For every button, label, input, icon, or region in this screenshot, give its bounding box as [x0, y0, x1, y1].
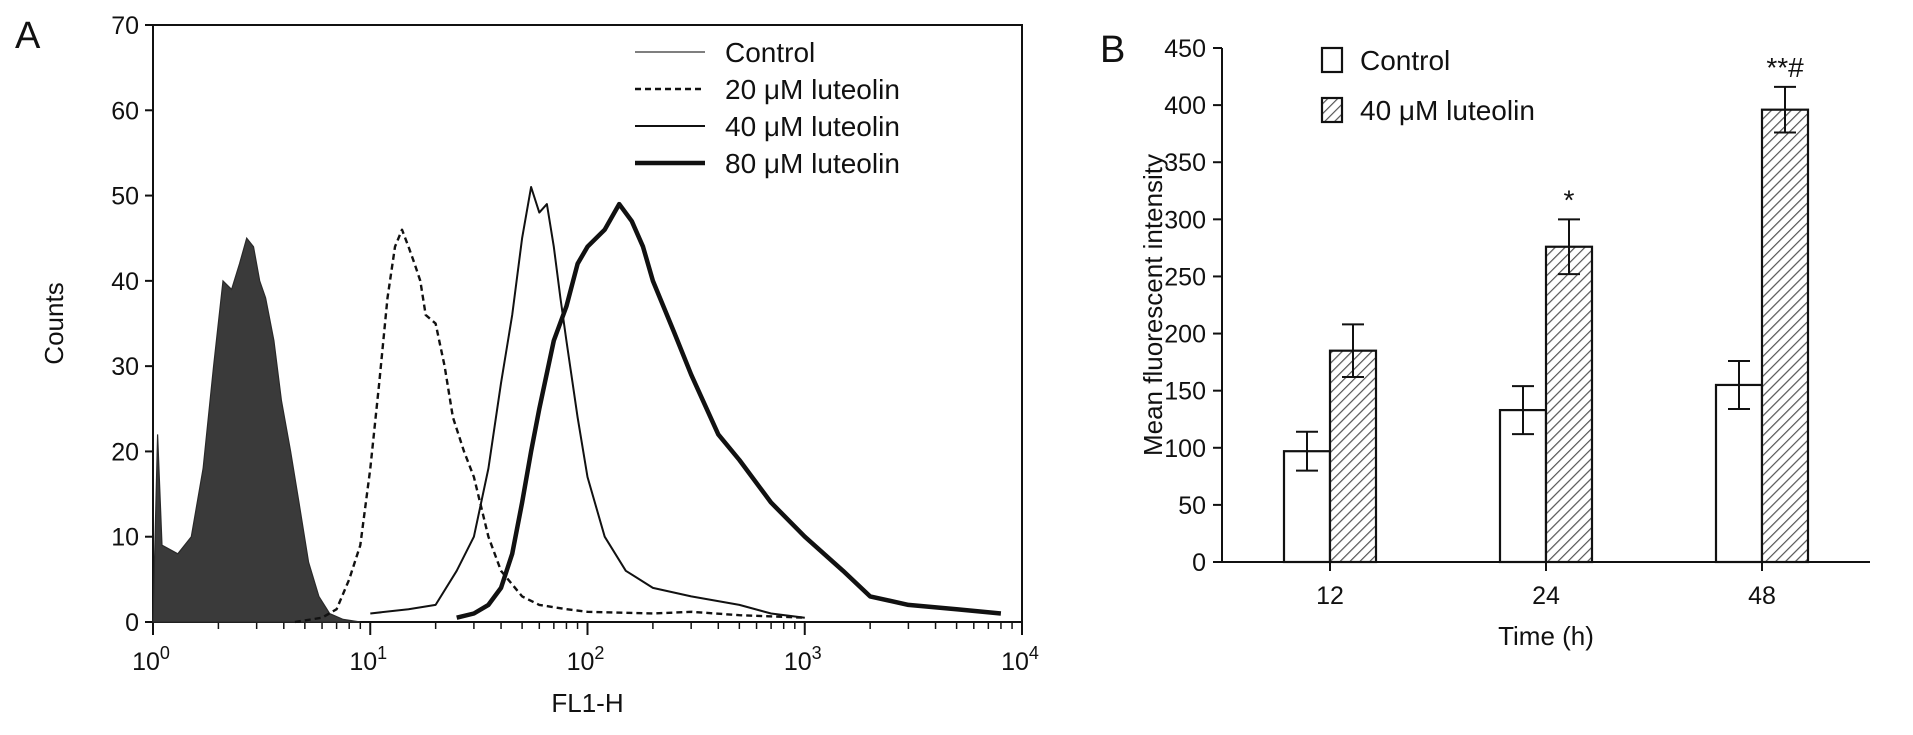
panel-a-legend-label: 80 μM luteolin	[725, 148, 900, 179]
panel-a-y-tick-label: 0	[125, 609, 139, 637]
panel-b-bar	[1760, 108, 1810, 564]
panel-b-x-tick-label: 24	[1532, 582, 1560, 610]
panel-b-y-tick-label: 400	[1164, 92, 1206, 120]
panel-b-legend-swatch	[1320, 96, 1344, 124]
panel-a-legend-label: 40 μM luteolin	[725, 111, 900, 142]
panel-a-y-tick-label: 60	[111, 97, 139, 125]
panel-a-series-area-control	[152, 236, 361, 623]
panel-a-y-axis-title: Counts	[39, 282, 69, 364]
panel-b-x-tick-label: 12	[1316, 582, 1344, 610]
panel-b-letter: B	[1100, 29, 1125, 71]
panel-b-legend-label: Control	[1360, 45, 1450, 76]
panel-a-y-tick-label: 10	[111, 524, 139, 552]
panel-b-y-tick-label: 300	[1164, 206, 1206, 234]
panel-b-significance-mark: *	[1564, 184, 1575, 215]
panel-a-x-tick-label: 104	[1001, 643, 1039, 676]
panel-a-x-tick-label: 100	[132, 643, 170, 676]
panel-b-legend-label: 40 μM luteolin	[1360, 95, 1535, 126]
panel-a-series-line-1	[294, 228, 805, 624]
panel-a-x-tick-label: 102	[567, 643, 605, 676]
panel-a-y-tick-label: 50	[111, 183, 139, 211]
panel-a-x-tick-label: 101	[349, 643, 387, 676]
panel-a-x-axis-title: FL1-H	[551, 688, 623, 718]
panel-b-y-tick-label: 0	[1192, 549, 1206, 577]
panel-b-x-tick-label: 48	[1748, 582, 1776, 610]
panel-b-y-tick-label: 350	[1164, 149, 1206, 177]
panel-b-legend-swatch	[1320, 46, 1344, 74]
panel-a-series-line-2	[370, 186, 805, 619]
panel-b-y-axis-title: Mean fluorescent intensity	[1138, 154, 1168, 456]
panel-b-y-tick-label: 50	[1178, 492, 1206, 520]
panel-b-bar	[1714, 383, 1764, 564]
panel-b-y-tick-label: 200	[1164, 321, 1206, 349]
panel-a-letter: A	[15, 15, 41, 57]
panel-b-y-tick-label: 250	[1164, 263, 1206, 291]
panel-b-bar	[1544, 245, 1594, 564]
panel-a-y-tick-label: 70	[111, 12, 139, 40]
panel-a-y-tick-label: 30	[111, 353, 139, 381]
panel-b-y-tick-label: 100	[1164, 435, 1206, 463]
panel-a-x-tick-label: 103	[784, 643, 822, 676]
panel-b-bar-chart: 0 50 100 150 200 250 300 350 400 450 12 24 48 * **# Tim…	[1138, 35, 1870, 651]
panel-a-histogram: 0 10 20 30 40 50 60 70 100 101 102 103 104 FL1-H Count…	[39, 12, 1039, 718]
panel-a-legend-label: 20 μM luteolin	[725, 74, 900, 105]
panel-a-legend-label: Control	[725, 37, 815, 68]
panel-a-y-tick-label: 40	[111, 268, 139, 296]
panel-a-y-tick-label: 20	[111, 438, 139, 466]
panel-b-bar	[1328, 349, 1378, 564]
panel-b-significance-mark: **#	[1766, 52, 1804, 83]
panel-b-y-tick-label: 450	[1164, 35, 1206, 63]
panel-b-y-tick-label: 150	[1164, 378, 1206, 406]
panel-b-x-axis-title: Time (h)	[1498, 621, 1594, 651]
panel-a-series-line-3	[456, 201, 1002, 620]
